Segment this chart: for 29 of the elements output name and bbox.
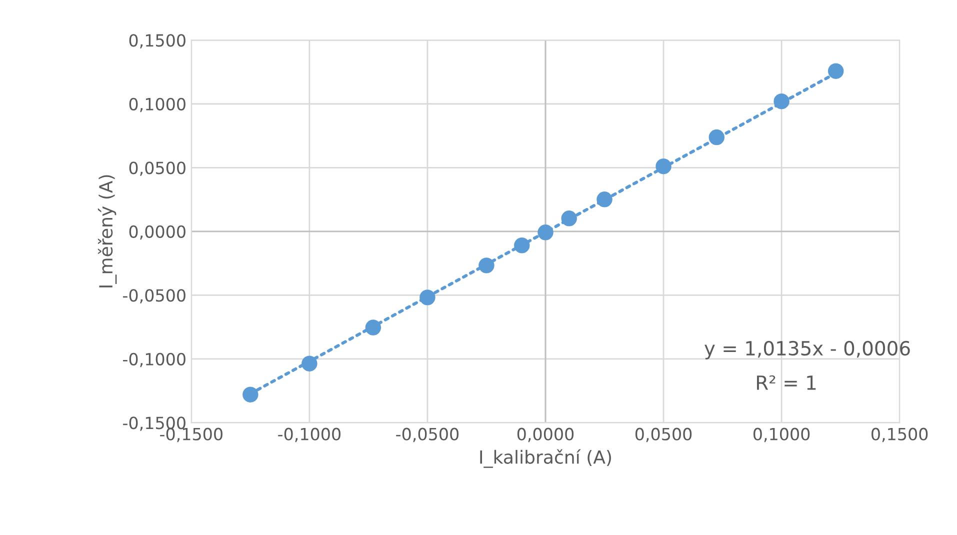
point — [365, 320, 382, 336]
annotation: R² = 1 — [757, 375, 816, 390]
point — [538, 224, 554, 240]
y-tick-label: -0,1000 — [123, 352, 186, 368]
annotation: y = 1,0135x - 0,0006 — [704, 340, 910, 360]
point — [242, 386, 258, 402]
y-axis-title: I_měřený (A) — [98, 175, 117, 288]
point — [708, 129, 724, 146]
y-tick-label: 0,1000 — [129, 98, 186, 112]
x-tick-label: 0,0500 — [635, 428, 692, 442]
x-tick-label: 0,1500 — [872, 428, 928, 442]
point — [656, 158, 672, 174]
point — [561, 210, 577, 226]
point — [302, 356, 318, 372]
point — [420, 290, 436, 306]
x-tick-label: 0,1000 — [753, 428, 810, 442]
x-tick-label: 0,0000 — [517, 428, 574, 442]
y-tick-label: 0,1500 — [129, 34, 186, 48]
point — [514, 238, 530, 254]
y-tick-label: -0,0500 — [123, 289, 186, 304]
x-axis-title: I_kalibrační (A) — [480, 449, 611, 468]
point — [596, 192, 612, 208]
y-tick-label: 0,0000 — [129, 225, 186, 240]
point — [774, 93, 790, 110]
y-tick-label: 0,0500 — [129, 162, 186, 176]
point — [478, 258, 494, 274]
x-tick-label: -0,0500 — [396, 428, 459, 442]
point — [828, 63, 844, 79]
x-tick-label: -0,1000 — [278, 428, 340, 442]
